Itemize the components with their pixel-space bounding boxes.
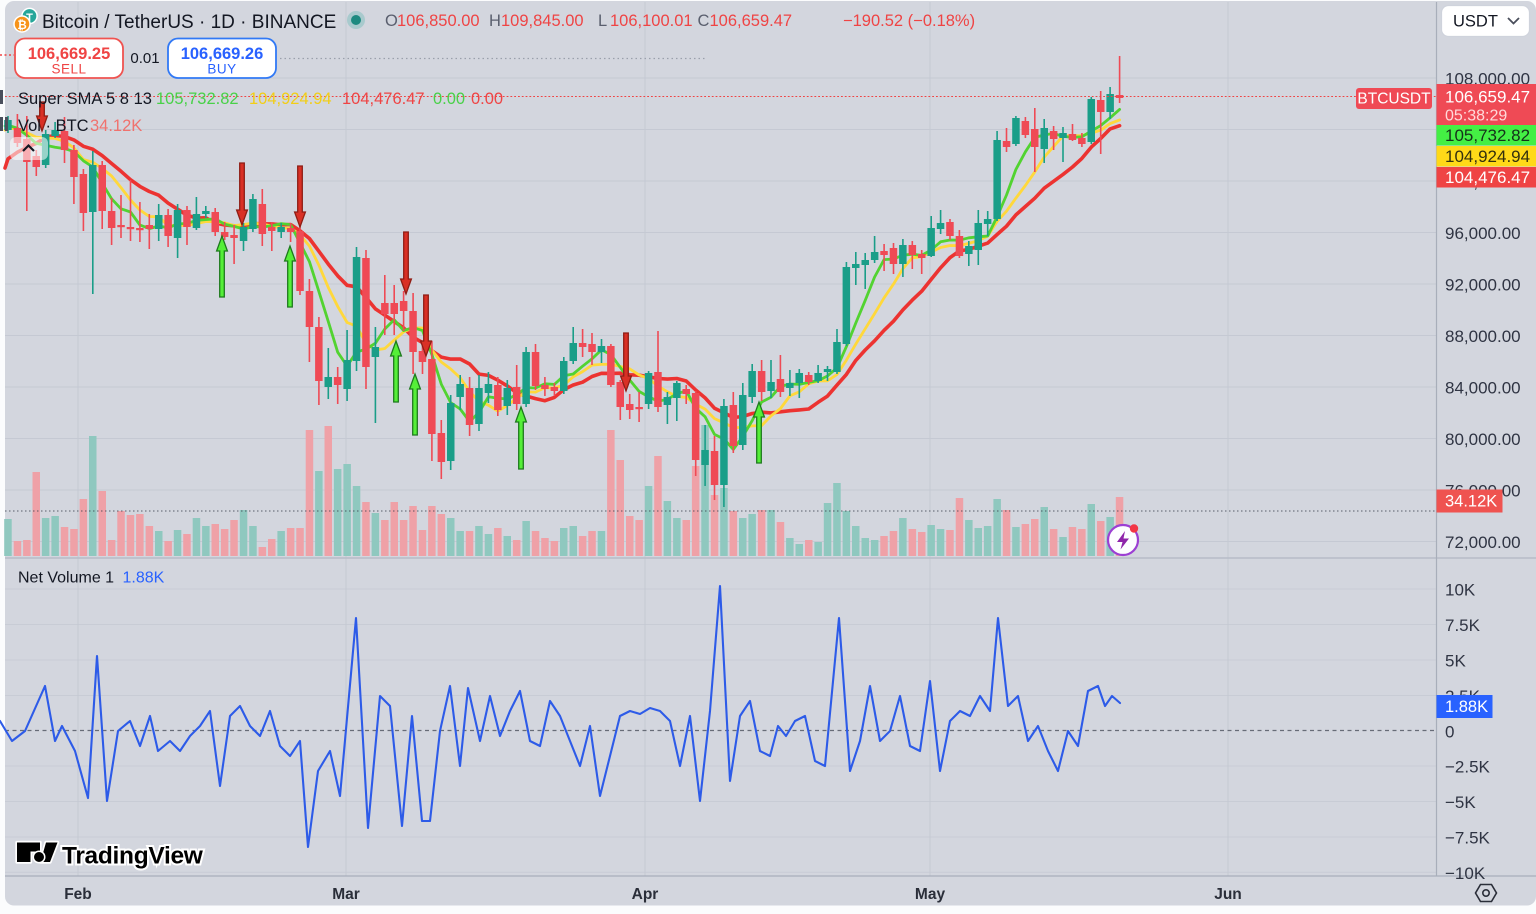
svg-text:105,732.82: 105,732.82 [156,90,239,108]
svg-text:92,000.00: 92,000.00 [1445,276,1521,295]
svg-text:108,000.00: 108,000.00 [1445,70,1530,89]
svg-text:109,845.00: 109,845.00 [501,12,584,30]
svg-text:BTCUSDT: BTCUSDT [1357,91,1431,108]
svg-text:106,659.47: 106,659.47 [1445,88,1530,107]
svg-text:0: 0 [1445,722,1454,741]
svg-text:5K: 5K [1445,652,1466,671]
svg-text:C: C [698,12,710,30]
svg-text:TradingView: TradingView [62,843,204,870]
svg-text:106,850.00: 106,850.00 [397,12,480,30]
svg-text:1.88K: 1.88K [123,570,165,587]
svg-text:−5K: −5K [1445,793,1476,812]
svg-text:0.01: 0.01 [130,50,159,67]
svg-text:104,476.47: 104,476.47 [342,90,425,108]
svg-text:80,000.00: 80,000.00 [1445,430,1521,449]
svg-text:−2.5K: −2.5K [1445,758,1491,777]
svg-text:Feb: Feb [64,886,92,903]
svg-text:34.12K: 34.12K [90,117,142,135]
svg-text:0.00: 0.00 [471,90,503,108]
svg-text:Vol · BTC: Vol · BTC [18,117,89,135]
svg-text:1.88K: 1.88K [1445,698,1488,716]
svg-text:104,924.94: 104,924.94 [249,90,332,108]
svg-text:BUY: BUY [207,62,236,77]
svg-text:USDT: USDT [1453,13,1498,31]
svg-text:Bitcoin / TetherUS · 1D · BINA: Bitcoin / TetherUS · 1D · BINANCE [42,12,336,33]
svg-text:−10K: −10K [1445,864,1486,883]
svg-text:SELL: SELL [51,62,86,77]
svg-text:106,669.25: 106,669.25 [28,45,111,63]
svg-text:Super SMA 5 8 13: Super SMA 5 8 13 [18,90,152,108]
svg-text:84,000.00: 84,000.00 [1445,379,1521,398]
svg-text:O: O [385,12,398,30]
svg-text:₿: ₿ [17,20,26,32]
svg-text:7.5K: 7.5K [1445,616,1481,635]
svg-text:72,000.00: 72,000.00 [1445,533,1521,552]
svg-text:106,659.47: 106,659.47 [710,12,793,30]
svg-text:Jun: Jun [1214,886,1242,903]
svg-text:L: L [598,12,607,30]
svg-text:05:38:29: 05:38:29 [1445,108,1507,125]
svg-text:104,476.47: 104,476.47 [1445,168,1530,187]
svg-text:May: May [915,886,946,903]
svg-text:H: H [489,12,501,30]
svg-text:106,100.01: 106,100.01 [610,12,693,30]
svg-text:Net Volume 1: Net Volume 1 [18,570,114,587]
svg-text:96,000.00: 96,000.00 [1445,224,1521,243]
svg-text:10K: 10K [1445,581,1476,600]
svg-text:0.00: 0.00 [433,90,465,108]
svg-text:Apr: Apr [632,886,659,903]
svg-text:105,732.82: 105,732.82 [1445,126,1530,145]
svg-text:T: T [26,12,33,24]
svg-text:−7.5K: −7.5K [1445,829,1491,848]
svg-text:Mar: Mar [332,886,360,903]
svg-text:−190.52 (−0.18%): −190.52 (−0.18%) [843,12,975,30]
svg-text:106,669.26: 106,669.26 [181,45,264,63]
svg-text:34.12K: 34.12K [1445,493,1497,511]
svg-text:104,924.94: 104,924.94 [1445,147,1530,166]
svg-text:88,000.00: 88,000.00 [1445,327,1521,346]
